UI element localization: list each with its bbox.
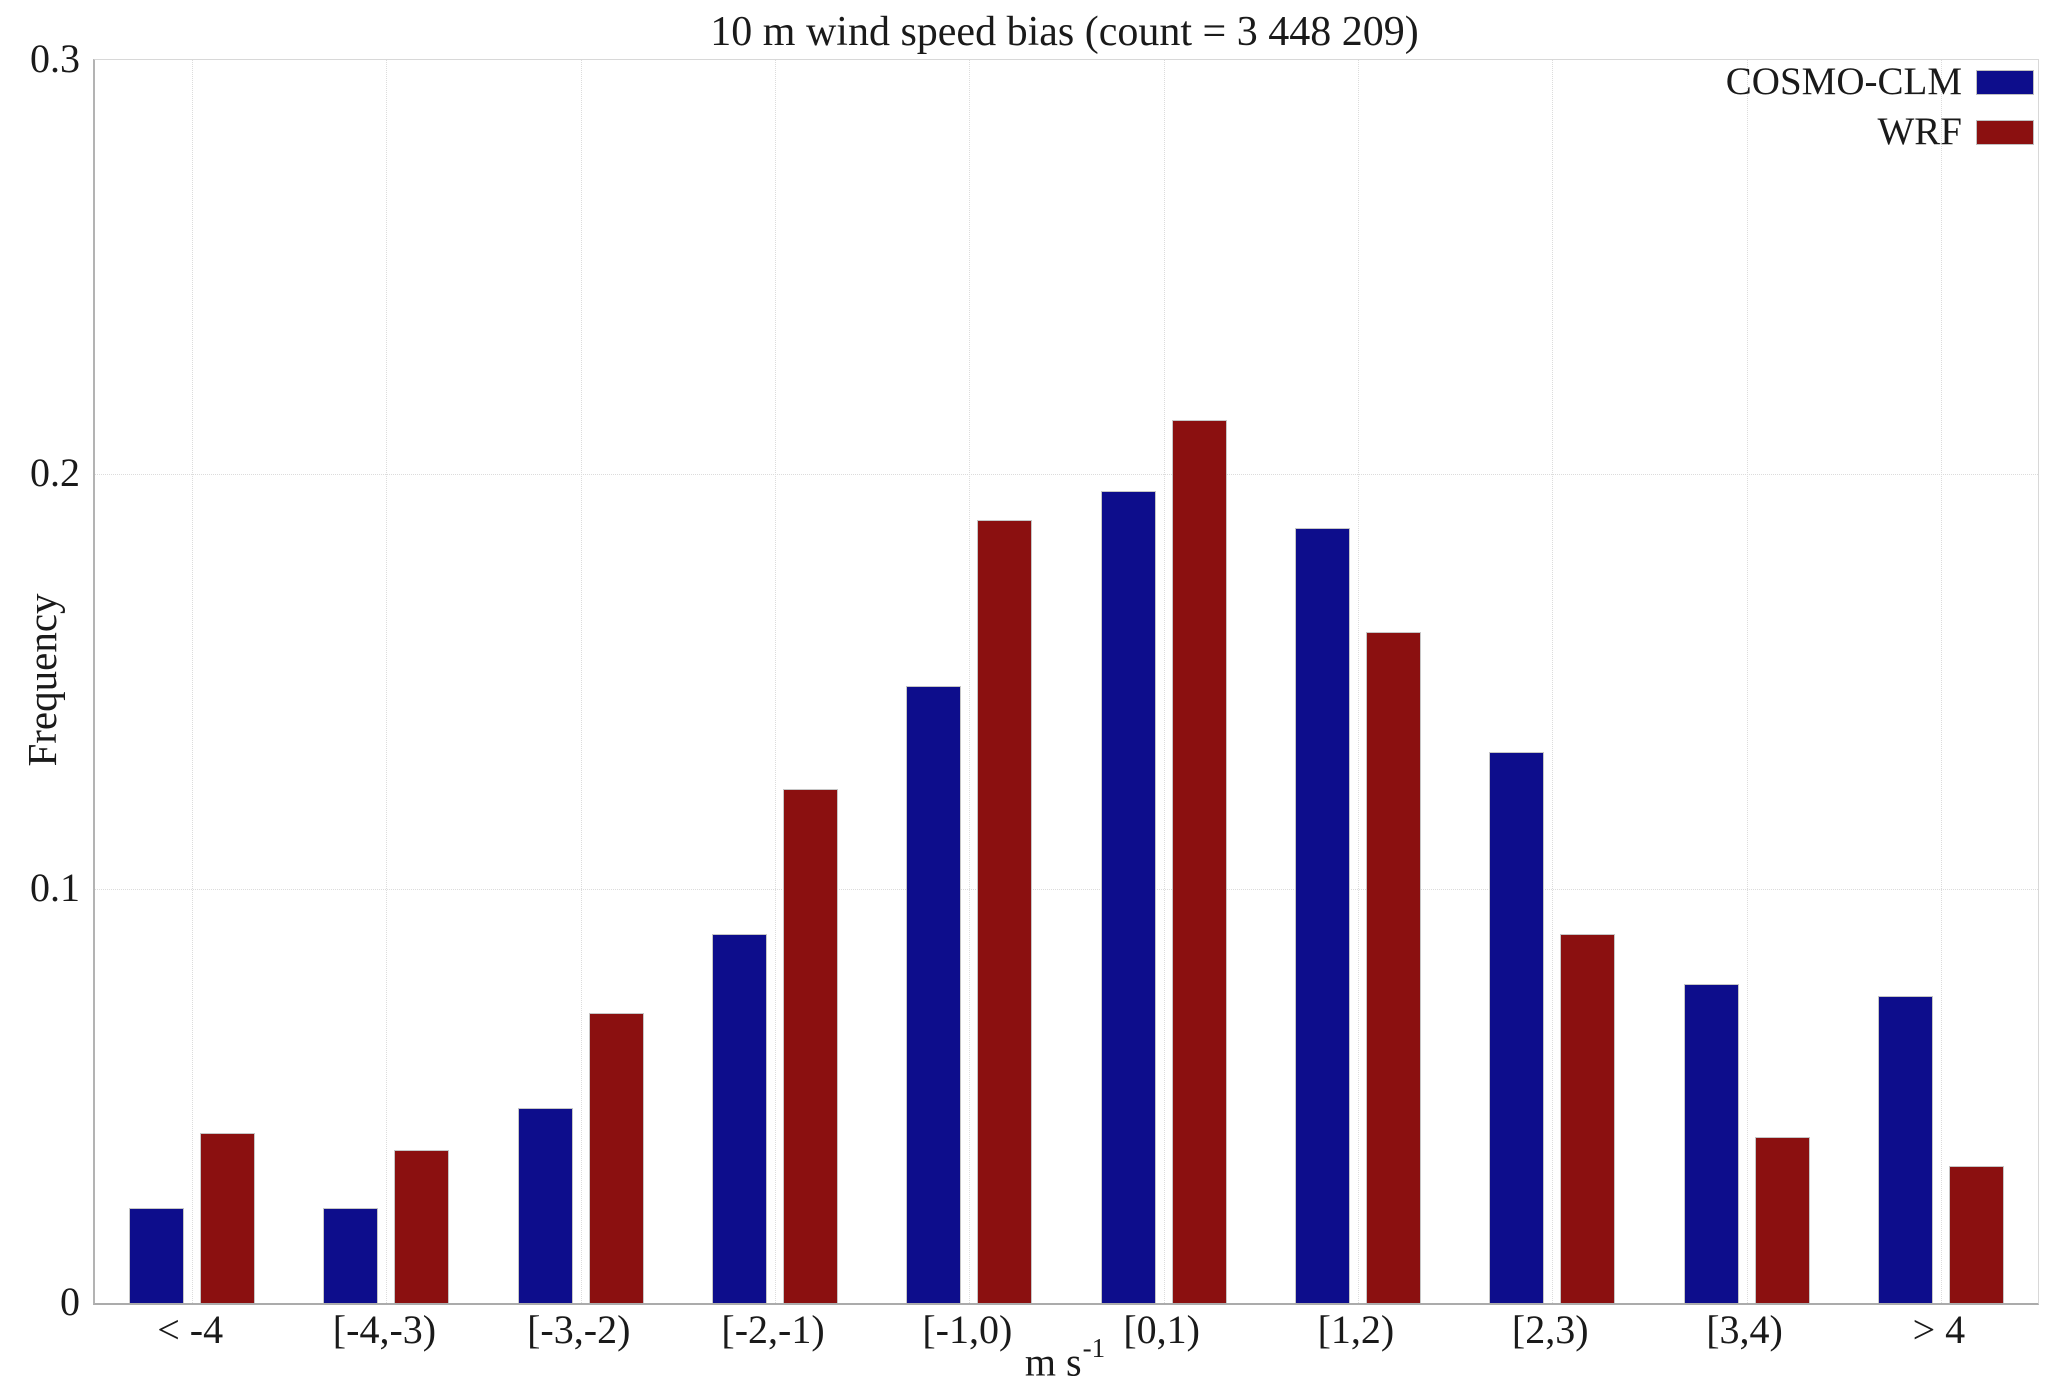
gridline-horizontal-0.1 (95, 888, 2038, 890)
bar-wrf-1-2 (1365, 631, 1421, 1303)
y-tick-label-0: 0 (60, 1279, 80, 1324)
bar-wrf-4 (200, 1133, 256, 1303)
bar-wrf-1-0 (977, 519, 1033, 1303)
bar-wrf-3-2 (588, 1012, 644, 1303)
bar-cosmo-clm-1-0 (906, 685, 962, 1303)
plot-area (93, 59, 2039, 1305)
legend-swatch-cosmo-clm (1976, 69, 2034, 95)
bar-cosmo-clm-0-1 (1100, 490, 1156, 1303)
bar-wrf-4 (1948, 1166, 2004, 1303)
x-tick-label-4-3: [-4,-3) (332, 1307, 437, 1352)
gridline-vertical-3-4 (1746, 60, 1748, 1303)
x-tick-label-2-3: [2,3) (1511, 1307, 1589, 1352)
legend: COSMO-CLM WRF (1726, 62, 2034, 152)
bar-wrf-2-3 (1560, 934, 1616, 1303)
gridline-vertical-4 (1940, 60, 1942, 1303)
bar-cosmo-clm-3-4 (1683, 983, 1739, 1303)
bar-cosmo-clm-1-2 (1294, 528, 1350, 1303)
bar-cosmo-clm-4-3 (323, 1207, 379, 1303)
legend-label-cosmo-clm: COSMO-CLM (1725, 60, 1962, 103)
x-axis-label-base: m s (1024, 1339, 1082, 1384)
bar-wrf-3-4 (1754, 1137, 1810, 1303)
bar-wrf-0-1 (1171, 420, 1227, 1303)
legend-label-wrf: WRF (1877, 110, 1962, 153)
y-tick-label-0.1: 0.1 (30, 864, 80, 910)
x-axis-label: m s-1 (93, 1330, 2036, 1384)
bar-cosmo-clm-2-3 (1489, 751, 1545, 1303)
y-axis-label: Frequency (19, 593, 65, 767)
legend-row-wrf: WRF (1877, 112, 2034, 152)
bar-wrf-2-1 (783, 789, 839, 1303)
x-axis-label-exponent: -1 (1082, 1333, 1106, 1363)
x-tick-label-4: > 4 (1912, 1307, 1966, 1352)
x-tick-label-4: < -4 (157, 1307, 224, 1352)
bar-cosmo-clm-3-2 (517, 1108, 573, 1303)
x-tick-label-3-4: [3,4) (1706, 1307, 1783, 1352)
x-tick-label-0-1: [0,1) (1123, 1307, 1200, 1352)
x-tick-label-1-2: [1,2) (1317, 1307, 1395, 1352)
y-tick-label-0.3: 0.3 (30, 36, 80, 81)
gridline-vertical-4 (192, 60, 194, 1303)
gridline-vertical-3-2 (580, 60, 582, 1303)
gridline-vertical-1-2 (1357, 60, 1359, 1303)
gridline-vertical-2-1 (775, 60, 777, 1303)
legend-row-cosmo-clm: COSMO-CLM (1726, 62, 2034, 102)
gridline-vertical-4-3 (386, 60, 388, 1303)
gridline-vertical-0-1 (1163, 60, 1165, 1303)
bar-cosmo-clm-4 (129, 1207, 185, 1303)
gridline-vertical-2-3 (1552, 60, 1554, 1303)
x-tick-label-1-0: [-1,0) (922, 1307, 1013, 1352)
x-tick-label-2-1: [-2,-1) (721, 1307, 825, 1352)
x-tick-label-3-2: [-3,-2) (527, 1307, 631, 1352)
bar-cosmo-clm-2-1 (712, 934, 768, 1303)
legend-swatch-wrf (1976, 119, 2034, 145)
chart-title: 10 m wind speed bias (count = 3 448 209) (710, 9, 1419, 55)
gridline-vertical-1-0 (969, 60, 971, 1303)
gridline-horizontal-0.2 (95, 474, 2038, 476)
y-tick-label-0.2: 0.2 (30, 450, 80, 496)
bar-wrf-4-3 (394, 1149, 450, 1303)
bar-cosmo-clm-4 (1877, 996, 1933, 1303)
